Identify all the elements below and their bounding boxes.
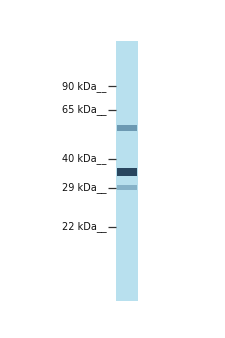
Text: 40 kDa__: 40 kDa__	[62, 153, 107, 164]
Text: 29 kDa__: 29 kDa__	[62, 182, 107, 193]
Bar	[117, 168, 137, 176]
Bar	[116, 41, 138, 301]
Bar	[117, 125, 137, 130]
Text: 22 kDa__: 22 kDa__	[62, 221, 107, 232]
Text: 65 kDa__: 65 kDa__	[62, 104, 107, 115]
Text: 90 kDa__: 90 kDa__	[62, 81, 107, 92]
Bar	[117, 185, 137, 190]
